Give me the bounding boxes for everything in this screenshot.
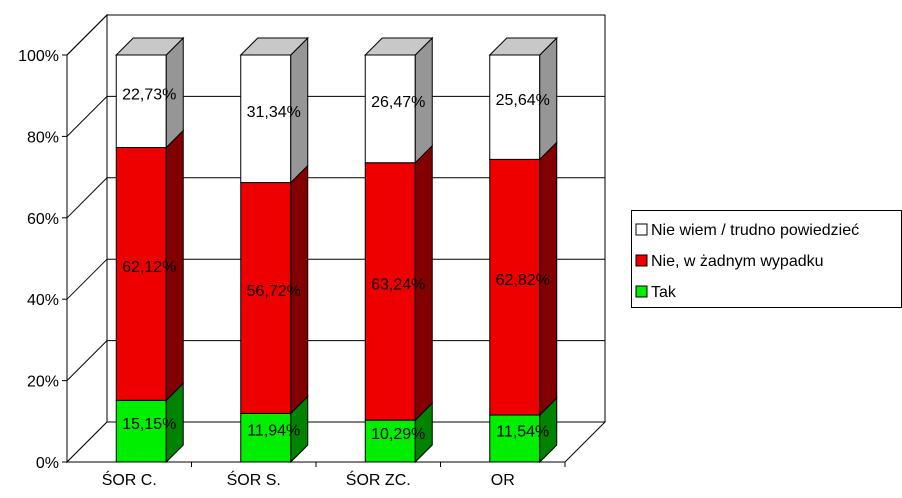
data-label: 63,24%	[371, 276, 425, 293]
data-label: 31,34%	[247, 104, 301, 121]
x-tick-label: ŚOR ZC.	[346, 470, 411, 489]
legend-swatch	[635, 223, 648, 236]
bar-segment	[489, 414, 541, 463]
data-label: 26,47%	[371, 94, 425, 111]
y-tick-label: 20%	[27, 374, 59, 391]
y-tick-label: 0%	[36, 455, 59, 472]
gridline	[66, 340, 605, 381]
gridline	[66, 14, 605, 56]
bar-top	[115, 37, 185, 56]
legend-swatch	[635, 254, 648, 267]
data-label: 22,73%	[122, 86, 176, 103]
bar-segment	[240, 54, 292, 184]
bar-top	[488, 37, 558, 56]
data-label: 11,54%	[496, 424, 549, 441]
data-label: 62,82%	[496, 272, 550, 289]
legend-label: Tak	[651, 284, 677, 301]
bar-top	[364, 37, 434, 56]
y-tick-label: 80%	[27, 129, 59, 146]
legend-box	[631, 210, 902, 308]
y-tick-label: 40%	[27, 292, 59, 309]
x-tick-label: ŚOR S.	[227, 470, 281, 489]
y-tick-label: 60%	[27, 211, 59, 228]
gridline	[66, 177, 605, 219]
gridline	[66, 258, 605, 300]
bar-segment	[240, 182, 292, 414]
data-label: 10,29%	[371, 426, 425, 443]
bar-segment	[489, 54, 541, 160]
gridline	[66, 95, 605, 137]
plot-side-wall	[66, 13, 108, 464]
y-tick-label: 100%	[18, 48, 59, 65]
bar-top	[239, 37, 309, 56]
data-label: 15,15%	[122, 416, 176, 433]
bar-segment	[364, 54, 416, 164]
data-label: 11,94%	[247, 423, 300, 440]
legend-label: Nie wiem / trudno powiedzieć	[651, 222, 859, 239]
legend-label: Nie, w żadnym wypadku	[651, 253, 824, 270]
x-tick-label: OR	[491, 472, 515, 489]
data-label: 62,12%	[122, 259, 176, 276]
x-tick-label: ŚOR C.	[102, 470, 157, 489]
bar-segment	[364, 162, 416, 421]
data-label: 56,72%	[247, 283, 301, 300]
data-label: 25,64%	[496, 92, 550, 109]
bar-segment	[115, 54, 167, 149]
legend-swatch	[635, 285, 648, 298]
